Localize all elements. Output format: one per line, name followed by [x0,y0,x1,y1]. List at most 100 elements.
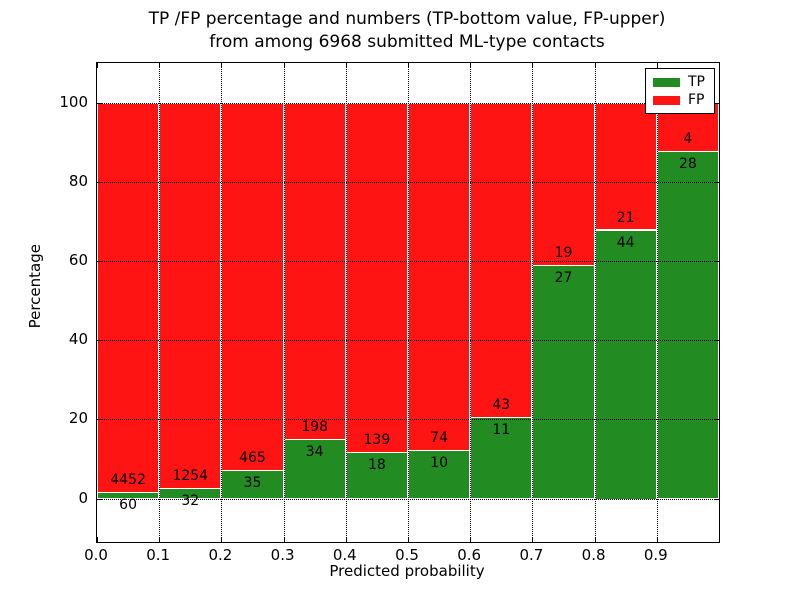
bar-fp-segment [97,102,160,494]
y-tick-mark [714,419,719,421]
y-tick-mark [97,181,102,183]
bar-fp-segment [221,102,284,471]
tp-count-label: 28 [678,156,697,173]
bar-fp-segment [470,102,533,418]
fp-count-label: 198 [301,419,329,436]
x-tick-mark [470,537,472,542]
x-tick-mark [283,537,285,542]
y-tick-label: 20 [68,409,88,428]
y-tick-mark [97,340,102,342]
vertical-gridline [532,63,534,542]
tp-count-label: 44 [616,234,635,251]
y-tick-mark [97,498,102,500]
x-tick-label: 0.2 [208,546,233,564]
y-axis-label: Percentage [26,244,44,329]
bar-fp-segment [159,102,222,489]
x-tick-mark [532,537,534,542]
x-tick-mark [97,537,98,542]
tp-count-label: 27 [554,270,573,287]
x-tick-mark [283,63,285,68]
vertical-gridline [159,63,161,542]
fp-count-label: 139 [363,432,391,449]
x-tick-mark [408,537,409,542]
plot-area: 4452 60 1254 32 465 35 198 34 139 18 74 10 43 11 19 27 2… [96,62,720,543]
bar-tp-segment [97,493,160,499]
vertical-gridline [283,63,285,542]
bar-fp-segment [283,102,346,441]
tp-count-label: 32 [181,492,200,509]
y-tick-mark [97,260,102,262]
x-tick-mark [656,63,658,68]
x-tick-label: 0.8 [581,546,606,564]
tp-swatch-icon [653,77,680,87]
legend-label-tp: TP [688,74,705,90]
y-tick-label: 60 [68,250,88,269]
bar-tp-segment [532,266,595,499]
chart-title-line2: from among 6968 submitted ML-type contac… [209,32,605,52]
x-tick-label: 0.4 [332,546,357,564]
tp-count-label: 35 [243,474,262,491]
tp-count-label: 11 [492,421,511,438]
x-tick-mark [532,63,534,68]
y-tick-label: 80 [68,171,88,190]
bar-tp-segment [594,230,657,499]
x-tick-mark [656,537,658,542]
vertical-gridline [221,63,223,542]
tp-count-label: 18 [367,457,386,474]
tp-count-label: 10 [430,455,448,472]
x-tick-mark [408,63,409,68]
bar-fp-segment [408,102,471,452]
x-tick-label: 0.1 [146,546,171,564]
bar-tp-segment [656,152,719,499]
vertical-gridline [408,63,409,542]
legend-label-fp: FP [688,92,705,108]
x-tick-label: 0.9 [643,546,668,564]
x-tick-label: 0.7 [519,546,544,564]
vertical-gridline [656,63,658,542]
x-tick-mark [345,63,347,68]
vertical-gridline [594,63,596,542]
fp-count-label: 465 [239,449,266,466]
x-tick-mark [159,537,161,542]
bar-fp-segment [345,102,408,454]
fp-count-label: 74 [430,430,448,447]
x-axis-label: Predicted probability [329,562,485,580]
y-tick-mark [97,419,102,421]
bar-fp-segment [532,102,595,267]
y-tick-mark [714,102,719,104]
chart-title: TP /FP percentage and numbers (TP-bottom… [7,8,800,54]
vertical-gridline [345,63,347,542]
legend-item-fp: FP [653,93,707,107]
x-tick-label: 0.3 [270,546,295,564]
x-tick-mark [470,63,472,68]
fp-count-label: 1254 [172,467,209,484]
x-tick-mark [159,63,161,68]
y-tick-mark [714,340,719,342]
legend-item-tp: TP [653,75,707,89]
x-tick-mark [594,63,596,68]
y-tick-label: 40 [68,330,88,349]
x-tick-mark [221,63,223,68]
y-tick-mark [714,260,719,262]
chart-title-line1: TP /FP percentage and numbers (TP-bottom… [148,9,666,29]
y-tick-mark [714,181,719,183]
x-tick-mark [594,537,596,542]
fp-count-label: 19 [554,245,573,262]
y-tick-label: 100 [59,92,88,111]
x-tick-label: 0.6 [457,546,482,564]
fp-count-label: 4452 [110,472,146,489]
y-tick-label: 0 [78,488,88,507]
x-tick-label: 0.5 [395,546,419,564]
fp-count-label: 4 [683,131,693,148]
vertical-gridline [470,63,472,542]
tp-count-label: 60 [119,497,137,514]
legend: TP FP [645,68,715,114]
tp-count-label: 34 [305,444,324,461]
x-tick-mark [345,537,347,542]
x-tick-label: 0.0 [84,546,108,564]
bar-tp-segment [283,440,346,499]
fp-count-label: 21 [616,209,635,226]
x-tick-mark [97,63,98,68]
fp-count-label: 43 [492,396,511,413]
